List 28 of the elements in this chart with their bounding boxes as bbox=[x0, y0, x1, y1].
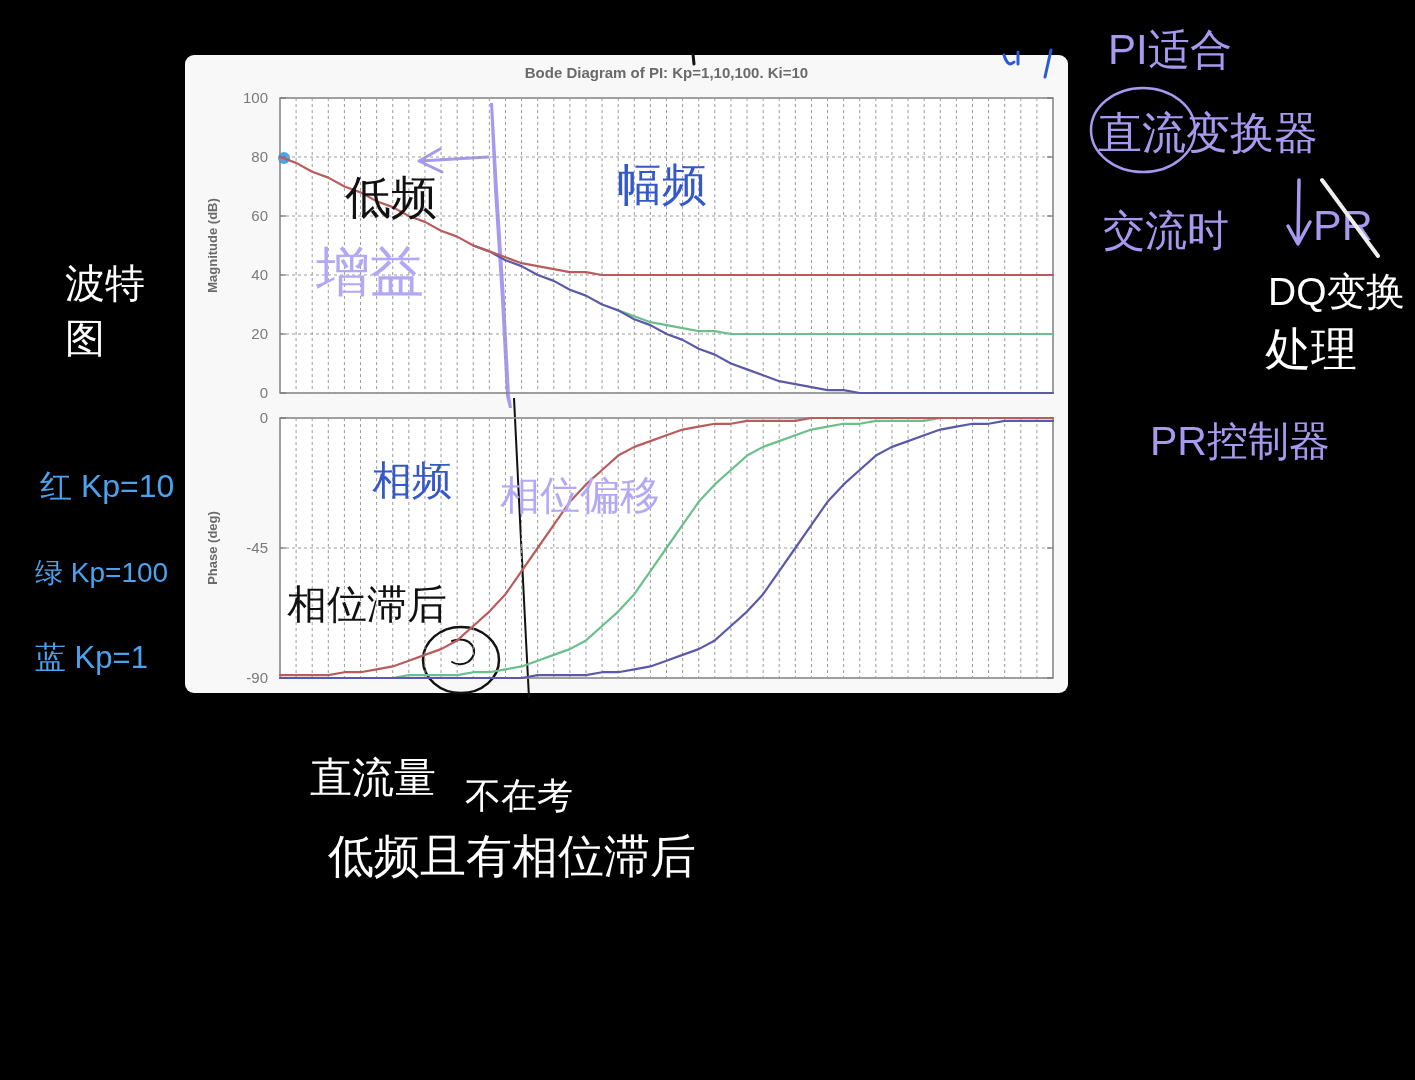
text: 红 Kp=10 bbox=[40, 468, 175, 504]
y-tick-label: 0 bbox=[259, 409, 268, 426]
y-tick-label: 100 bbox=[242, 89, 268, 106]
annotation: 增益 bbox=[315, 241, 424, 301]
annotation: 相频 bbox=[372, 458, 452, 502]
text: 处理 bbox=[1265, 323, 1357, 375]
y-tick-label: 80 bbox=[251, 148, 268, 165]
text: 不在考 bbox=[465, 775, 573, 816]
y-tick-label: 0 bbox=[259, 384, 268, 401]
text: 波特图 bbox=[65, 261, 145, 360]
y-tick-label: -45 bbox=[246, 539, 268, 556]
text: 低频且有相位滞后 bbox=[328, 830, 696, 882]
y-axis-title: Phase (deg) bbox=[205, 511, 220, 585]
annotation: 相位滞后 bbox=[287, 582, 447, 626]
annotation: 幅频 bbox=[617, 159, 707, 210]
y-tick-label: 40 bbox=[251, 266, 268, 283]
text: 蓝 Kp=1 bbox=[35, 640, 148, 675]
y-tick-label: 60 bbox=[251, 207, 268, 224]
chart-title: Bode Diagram of PI: Kp=1,10,100. Ki=10 bbox=[524, 64, 809, 81]
y-axis-title: Magnitude (dB) bbox=[205, 198, 220, 293]
text: 交流时 bbox=[1103, 207, 1229, 254]
text: PR控制器 bbox=[1150, 418, 1330, 464]
y-tick-label: 20 bbox=[251, 325, 268, 342]
text: 直流量 bbox=[310, 754, 436, 801]
text: PI适合 bbox=[1108, 26, 1232, 73]
text: 绿 Kp=100 bbox=[35, 557, 169, 588]
text: DQ变换 bbox=[1268, 270, 1405, 313]
y-tick-label: -90 bbox=[246, 669, 268, 686]
